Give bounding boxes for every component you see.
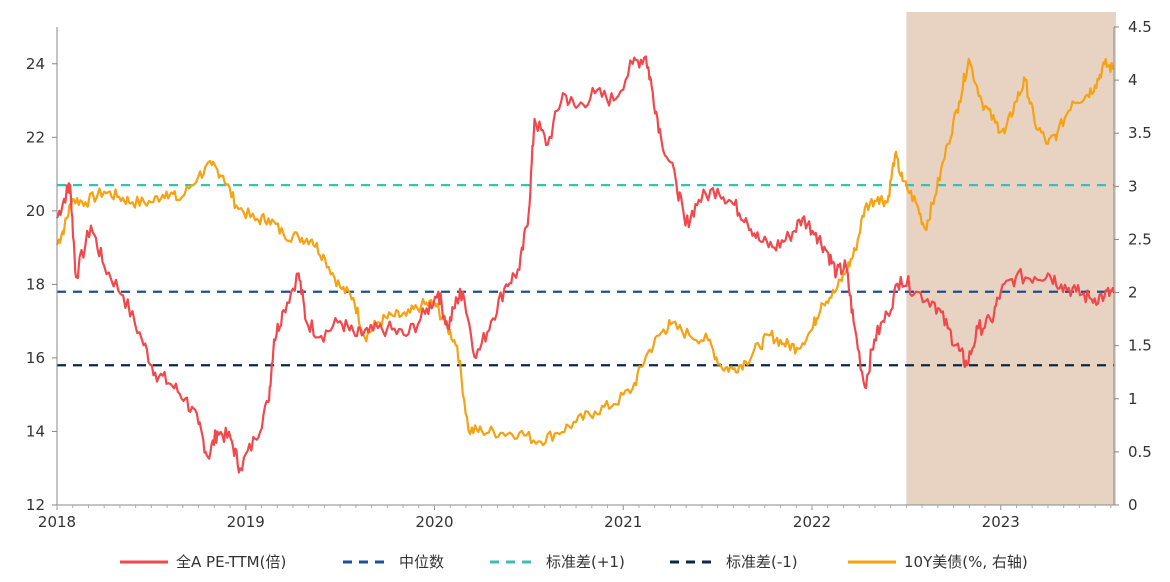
y-right-tick-label: 3 (1128, 177, 1138, 195)
y-left-tick-label: 22 (26, 128, 45, 146)
shaded-region (906, 12, 1116, 505)
x-tick-label: 2019 (227, 513, 265, 531)
x-tick-label: 2020 (415, 513, 453, 531)
y-left-tick-label: 14 (26, 422, 45, 440)
y-right-tick-label: 0 (1128, 496, 1138, 514)
y-left-tick-label: 18 (26, 275, 45, 293)
legend-bond: 10Y美债(%, 右轴) (848, 553, 1028, 571)
x-tick-label: 2021 (604, 513, 642, 531)
legend-pe-label: 全A PE-TTM(倍) (176, 553, 286, 571)
legend-bond-label: 10Y美债(%, 右轴) (904, 553, 1028, 571)
legend-median-label: 中位数 (399, 553, 444, 571)
y-right-tick-label: 3.5 (1128, 124, 1152, 142)
y-right-tick-label: 0.5 (1128, 443, 1152, 461)
y-right-tick-label: 2 (1128, 284, 1138, 302)
y-right-tick-label: 4.5 (1128, 18, 1152, 36)
x-tick-label: 2023 (982, 513, 1020, 531)
bond-yield-line (55, 57, 1115, 447)
y-left-tick-label: 24 (26, 55, 45, 73)
y-left-tick-label: 20 (26, 202, 45, 220)
y-right-tick-label: 4 (1128, 71, 1138, 89)
x-tick-label: 2022 (793, 513, 831, 531)
y-left-tick-label: 12 (26, 496, 45, 514)
legend-minus1: 标准差(-1) (670, 553, 798, 571)
y-right-tick-label: 1.5 (1128, 337, 1152, 355)
legend-plus1: 标准差(+1) (490, 553, 625, 571)
legend-median: 中位数 (343, 553, 444, 571)
y-right-tick-label: 2.5 (1128, 230, 1152, 248)
y-right-tick-label: 1 (1128, 390, 1138, 408)
x-tick-label: 2018 (38, 513, 76, 531)
y-left-tick-label: 16 (26, 349, 45, 367)
legend-minus1-label: 标准差(-1) (726, 553, 798, 571)
legend-pe: 全A PE-TTM(倍) (120, 553, 286, 571)
pe-ttm-line (55, 55, 1116, 474)
legend-plus1-label: 标准差(+1) (546, 553, 625, 571)
